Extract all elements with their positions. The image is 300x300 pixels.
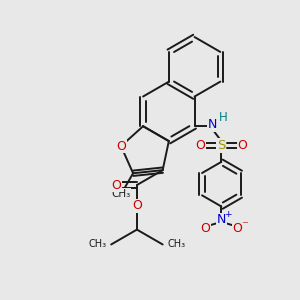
Text: N: N <box>208 118 217 131</box>
Text: CH₃: CH₃ <box>167 239 185 250</box>
Text: O: O <box>196 139 206 152</box>
Text: +: + <box>224 210 232 219</box>
Text: O: O <box>116 140 126 153</box>
Text: O: O <box>233 222 243 235</box>
Text: N: N <box>217 213 226 226</box>
Text: CH₃: CH₃ <box>88 239 107 250</box>
Text: O: O <box>111 178 121 191</box>
Text: H: H <box>218 111 227 124</box>
Text: O: O <box>237 139 247 152</box>
Text: O: O <box>132 199 142 212</box>
Text: ⁻: ⁻ <box>241 219 248 232</box>
Text: CH₃: CH₃ <box>112 189 131 199</box>
Text: S: S <box>217 139 226 152</box>
Text: O: O <box>200 222 210 235</box>
